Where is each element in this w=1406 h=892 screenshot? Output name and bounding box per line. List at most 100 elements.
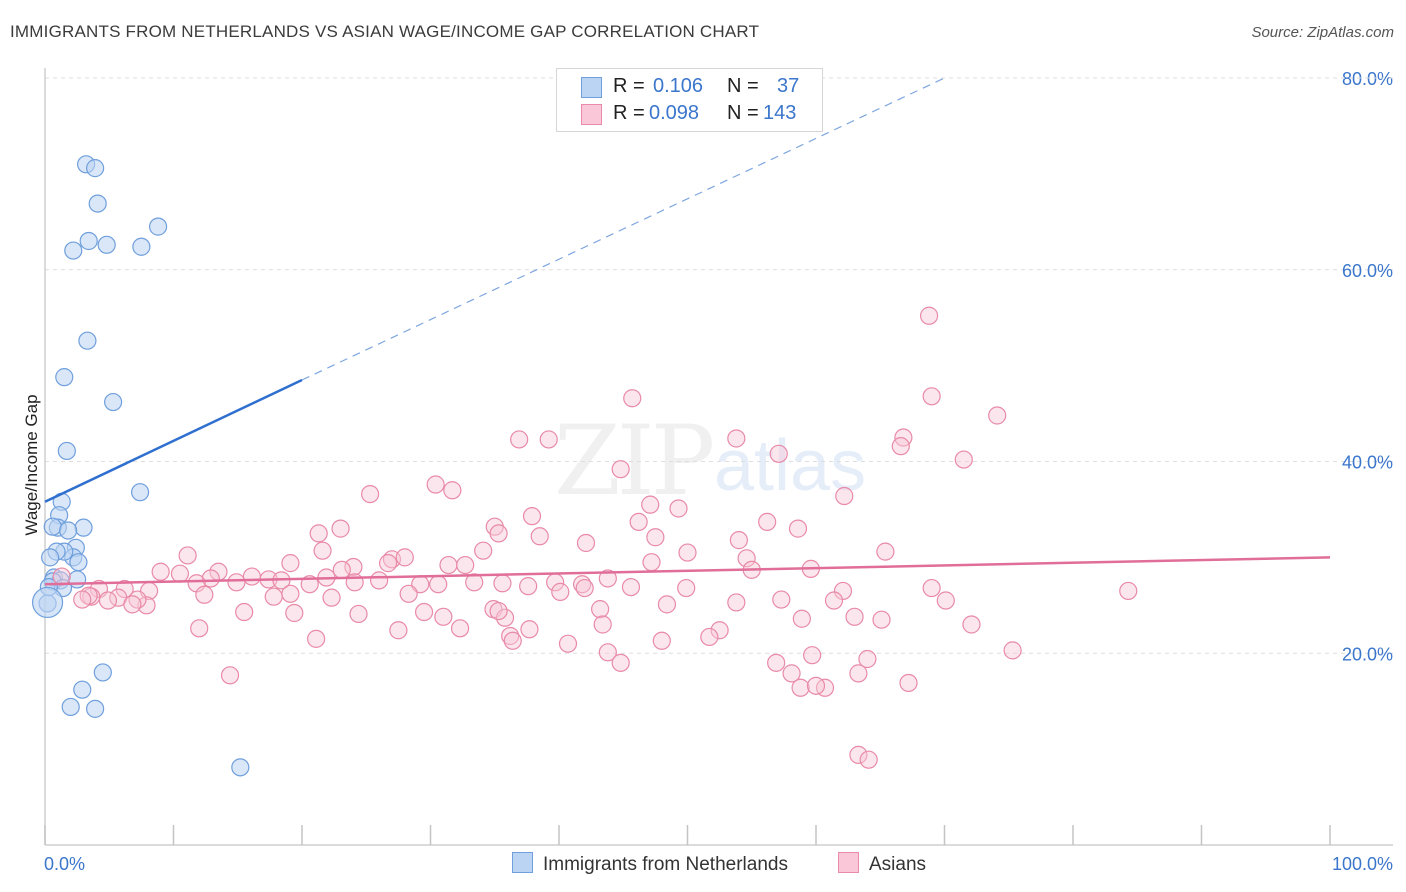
asians-point	[922, 578, 941, 598]
asians-point	[414, 602, 434, 622]
netherlands-point	[69, 553, 88, 572]
asians-point	[858, 649, 877, 669]
asians-point	[611, 653, 630, 672]
asians-point	[456, 555, 475, 575]
y-tick-label: 20.0%	[1342, 644, 1393, 664]
netherlands-point	[97, 235, 116, 254]
bottom-legend-asians: Asians	[838, 852, 926, 876]
netherlands-point	[231, 758, 250, 777]
asians-trend-line	[44, 556, 1331, 586]
asians-point	[395, 548, 414, 567]
asians-point	[727, 593, 746, 612]
asians-point	[669, 499, 688, 518]
asians-point	[593, 615, 612, 634]
asians-point	[954, 450, 973, 469]
netherlands-point	[79, 231, 98, 251]
asians-point	[345, 573, 364, 592]
asians-point	[443, 481, 462, 500]
asians-point	[220, 666, 240, 685]
asians-point	[835, 486, 854, 506]
asians-point	[575, 578, 594, 598]
bottom-legend-label-netherlands: Immigrants from Netherlands	[543, 854, 788, 875]
asians-point	[434, 607, 453, 626]
asians-point	[849, 664, 868, 683]
asians-point	[782, 664, 801, 683]
netherlands-point	[132, 237, 151, 256]
netherlands-point	[88, 194, 107, 213]
netherlands-point	[130, 483, 150, 502]
legend-n-label: N =	[727, 102, 759, 124]
asians-point	[727, 429, 746, 448]
asians-point	[474, 541, 493, 560]
asians-point	[678, 543, 697, 562]
asians-point	[641, 495, 660, 514]
asians-point	[190, 619, 209, 638]
asians-point	[792, 609, 811, 628]
asians-point	[922, 387, 941, 406]
asians-point	[646, 528, 665, 547]
asians-point	[439, 555, 458, 575]
asians-point	[522, 507, 542, 526]
asians-point	[98, 591, 118, 610]
asians-point	[195, 585, 214, 604]
asians-point	[349, 604, 368, 624]
watermark-atlas: atlas	[714, 426, 867, 506]
netherlands-point	[57, 441, 76, 461]
asians-point	[170, 564, 190, 583]
chart-title: IMMIGRANTS FROM NETHERLANDS VS ASIAN WAG…	[10, 22, 760, 41]
netherlands-trend-line	[44, 378, 303, 503]
asians-point	[623, 389, 642, 408]
bottom-legend-swatch-asians	[838, 852, 859, 873]
asians-point	[235, 602, 254, 622]
legend-r-label: R =	[613, 102, 645, 124]
legend-n-value: 143	[763, 102, 797, 124]
netherlands-point	[148, 217, 168, 236]
asians-point	[803, 646, 822, 665]
asians-point	[281, 554, 300, 573]
asians-point	[361, 484, 380, 504]
asians-point	[899, 673, 918, 693]
asians-point	[137, 596, 156, 615]
y-axis-label: Wage/Income Gap	[22, 394, 41, 536]
asians-point	[767, 653, 786, 672]
asians-point	[824, 591, 844, 610]
asians-point	[629, 512, 648, 532]
asians-point	[264, 587, 283, 606]
legend-n-value: 37	[777, 75, 800, 97]
asians-point	[1003, 641, 1022, 660]
asians-point	[378, 554, 398, 573]
asians-point	[806, 676, 826, 695]
y-tick-label: 80.0%	[1342, 69, 1393, 89]
bottom-legend-label-asians: Asians	[869, 854, 927, 875]
asians-point	[73, 590, 92, 609]
netherlands-point	[93, 663, 112, 682]
y-tick-label: 40.0%	[1342, 453, 1393, 473]
asians-point	[737, 549, 756, 568]
asians-point	[772, 590, 791, 609]
asians-point	[399, 584, 418, 603]
asians-point	[710, 621, 729, 640]
asians-point	[849, 745, 868, 764]
asians-point	[178, 546, 197, 565]
asians-point	[872, 610, 891, 629]
netherlands-point	[74, 518, 93, 537]
asians-point	[576, 533, 596, 553]
asians-point	[201, 569, 220, 588]
legend-r-label: R =	[613, 75, 645, 97]
asians-point	[642, 553, 661, 572]
asians-point	[313, 541, 332, 560]
asians-point	[859, 750, 878, 769]
asians-point	[700, 627, 719, 647]
netherlands-point	[78, 331, 97, 350]
asians-point	[151, 562, 170, 581]
netherlands-point-large	[31, 586, 64, 619]
asians-point	[657, 595, 677, 614]
asians-point	[332, 560, 351, 579]
asians-point	[919, 306, 939, 325]
asians-point	[489, 601, 508, 621]
asians-point	[503, 631, 522, 650]
netherlands-point	[86, 699, 105, 718]
asians-point	[510, 430, 529, 449]
asians-point	[519, 577, 538, 596]
